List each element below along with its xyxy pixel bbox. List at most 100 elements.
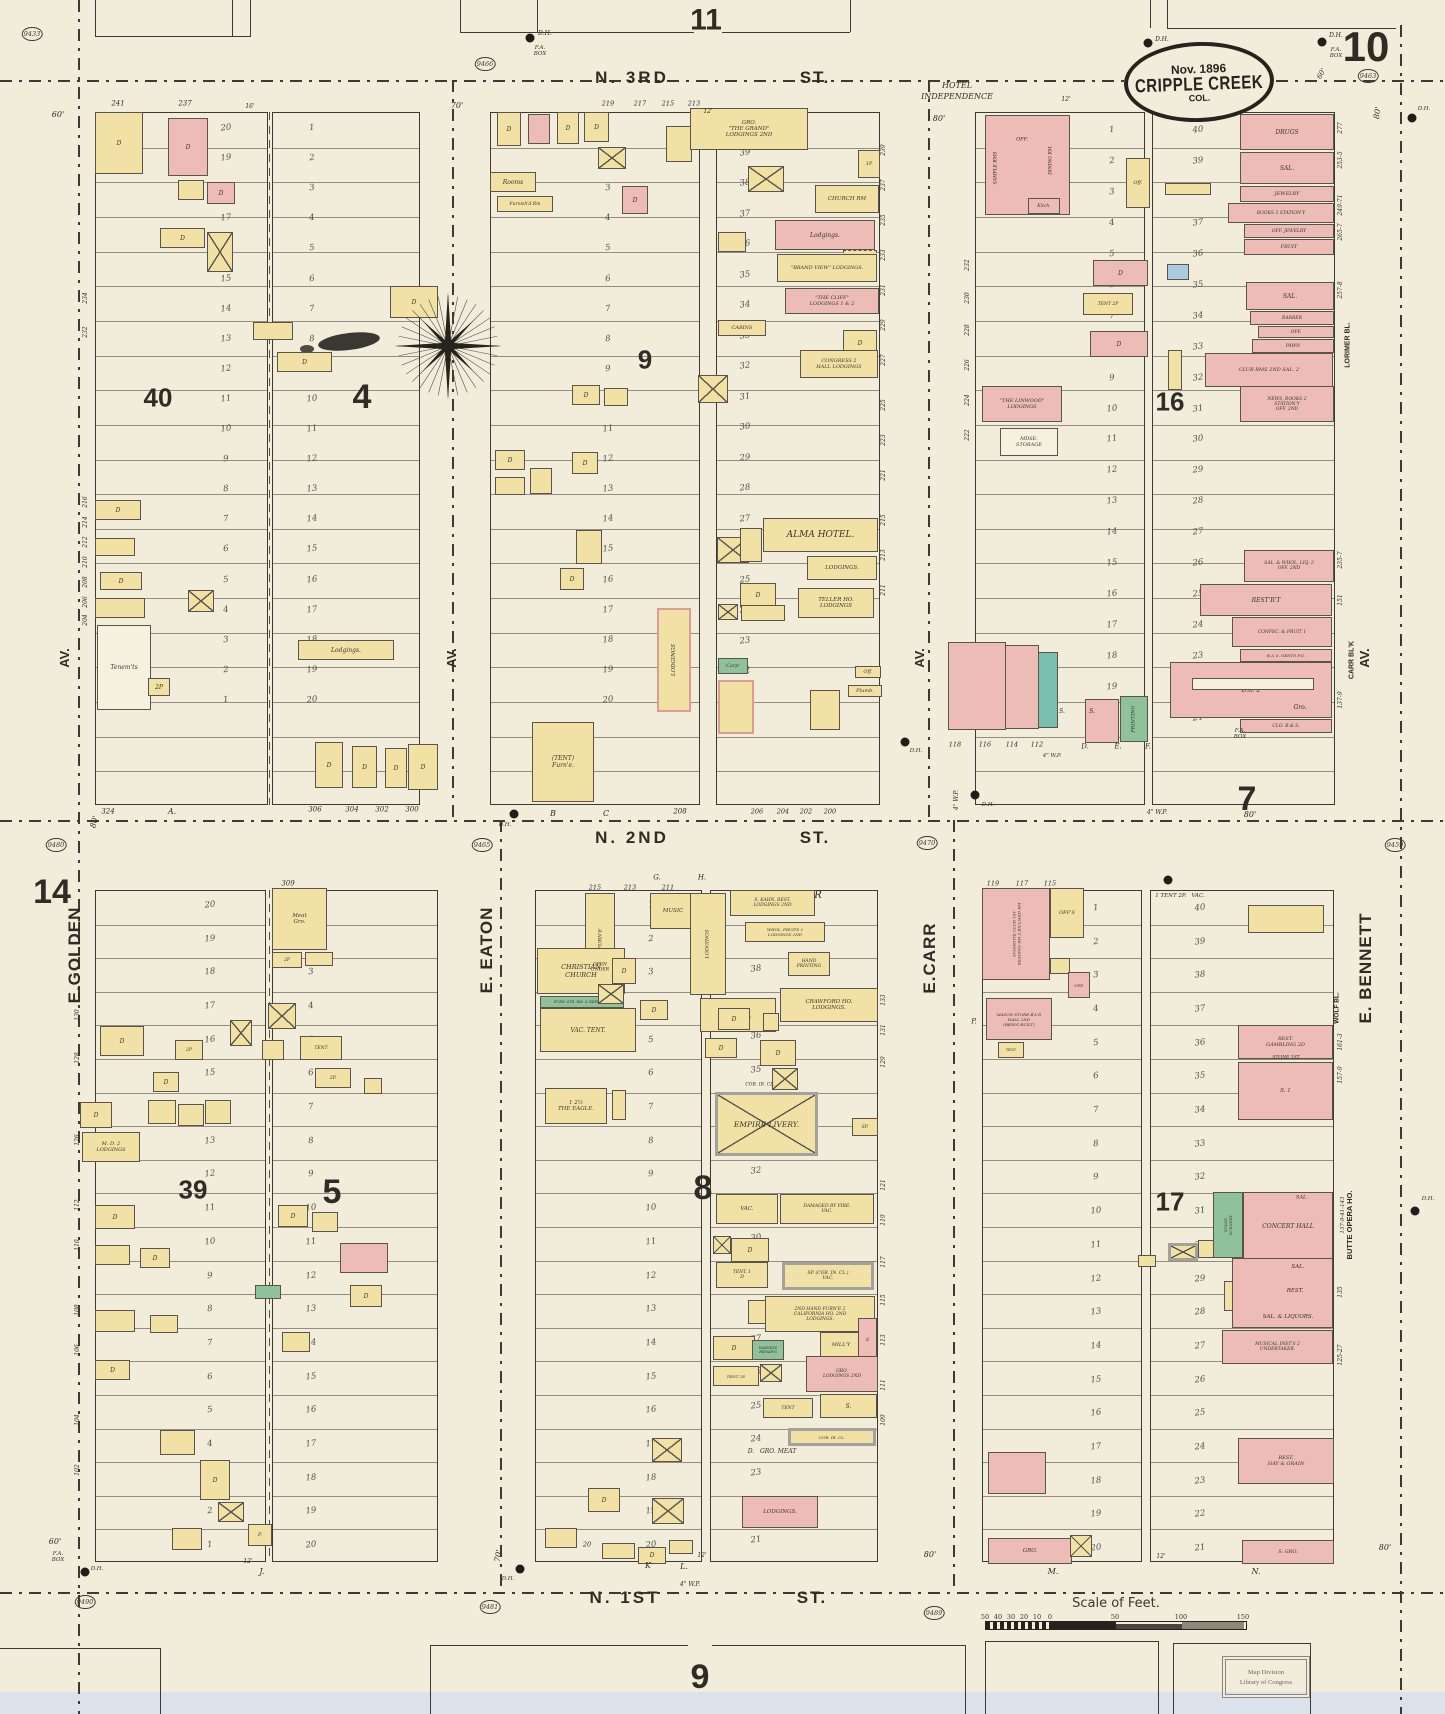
building: SAL.	[1240, 152, 1334, 184]
building	[1168, 1243, 1198, 1261]
lot-number: 11	[602, 423, 614, 435]
lot-number: 1	[308, 122, 316, 134]
building	[718, 604, 738, 620]
partial-block-line	[460, 0, 461, 32]
lot-line	[273, 1159, 437, 1161]
lot-line	[273, 1462, 437, 1464]
map-text: 60'	[51, 109, 65, 119]
lot-number: 35	[1192, 279, 1204, 291]
building	[1138, 1255, 1156, 1267]
map-text: AV.	[1357, 648, 1373, 668]
map-text: 125-27	[1336, 1344, 1344, 1366]
building-label: Meat Gro.	[292, 913, 307, 925]
lot-line	[976, 494, 1144, 496]
map-text: OPEN UNDER	[590, 962, 610, 972]
lot-number: 4	[604, 213, 612, 224]
map-text: 16'	[245, 102, 255, 110]
building-label: D	[112, 1213, 118, 1221]
building-label: TENT. 1 D	[732, 1270, 752, 1280]
lot-line	[536, 1059, 701, 1060]
map-text: 12'	[243, 1557, 253, 1565]
lot-line	[983, 1159, 1141, 1161]
block-lot-column	[272, 890, 438, 1562]
lot-number: 12	[306, 453, 318, 465]
lot-number: 15	[306, 543, 318, 556]
building-label: D	[116, 139, 122, 147]
building-label: JEWELRY	[1274, 191, 1300, 197]
lot-line	[273, 958, 437, 960]
lot-line	[491, 736, 699, 738]
map-text: 80'	[932, 113, 946, 123]
lot-number: 4	[222, 604, 230, 615]
building	[312, 1212, 338, 1232]
building: D	[622, 186, 648, 214]
lot-line	[96, 1193, 265, 1195]
lot-line	[96, 1159, 265, 1161]
building: REST'R'T	[1200, 584, 1332, 616]
lot-number: 20	[220, 122, 232, 134]
lot-line	[491, 702, 699, 704]
lot-line	[976, 667, 1144, 669]
lot-number: 37	[739, 207, 751, 220]
lot-line	[1153, 563, 1334, 565]
map-text: 12'	[1156, 1552, 1166, 1560]
building-label: MUSIC	[662, 908, 684, 914]
building-label: S. GRO.	[1278, 1549, 1298, 1555]
building: Off.	[855, 666, 881, 678]
map-text: 226	[963, 359, 971, 371]
building-label: CLO. B.& S.	[1272, 723, 1300, 729]
lot-line	[491, 494, 699, 496]
building: D	[612, 958, 636, 984]
lot-number: 23	[1192, 650, 1204, 662]
building: D	[140, 1248, 170, 1268]
lot-number: 2	[206, 1506, 214, 1517]
lot-line	[976, 702, 1144, 704]
lot-line	[273, 390, 419, 392]
scale-bar-label: Scale of Feet.	[1072, 1596, 1160, 1611]
lot-line	[1151, 991, 1333, 993]
lot-line	[717, 390, 879, 392]
map-text: P.	[971, 1017, 977, 1026]
lot-line	[96, 563, 267, 565]
map-text: 20	[582, 1540, 592, 1549]
map-text: D.H.	[1421, 1196, 1435, 1203]
building: S. GRO.	[1242, 1540, 1334, 1564]
building-label: OFF.	[1290, 329, 1302, 335]
building: Lodgings.	[298, 640, 394, 660]
survey-circle-number: 9459	[1384, 838, 1406, 852]
street-centerline	[928, 80, 930, 820]
building	[760, 1364, 782, 1382]
lot-line	[96, 1462, 265, 1464]
partial-block-line	[160, 1648, 161, 1714]
map-text: 9	[637, 344, 653, 375]
building	[810, 690, 840, 730]
lot-line	[1153, 459, 1334, 461]
lot-number: 18	[645, 1472, 657, 1484]
lot-number: 28	[1194, 1306, 1206, 1318]
lot-line	[983, 1059, 1141, 1060]
map-text: 239	[879, 144, 887, 156]
lot-line	[96, 991, 265, 993]
lot-number: 10	[204, 1236, 216, 1248]
building	[305, 952, 333, 966]
lot-number: 11	[1106, 433, 1118, 446]
lot-number: 11	[306, 423, 318, 435]
lot-line	[717, 424, 879, 426]
lot-number: 15	[204, 1067, 216, 1080]
lot-number: 19	[1090, 1508, 1102, 1520]
lot-number: 5	[1092, 1037, 1100, 1049]
lot-number: 30	[1192, 433, 1204, 446]
building-label: LODGINGS.	[825, 565, 859, 571]
building-label: D	[857, 339, 863, 347]
lot-number: 7	[604, 303, 612, 314]
street-centerline	[953, 820, 955, 1592]
lot-line	[976, 424, 1144, 426]
lot-number: 17	[1106, 619, 1118, 631]
map-text: 60'	[1315, 66, 1328, 81]
building-label: VAC.	[740, 1206, 754, 1212]
map-text: 228	[963, 324, 971, 336]
lot-line	[1153, 494, 1334, 496]
map-text: D. GRO. MEAT	[747, 1447, 797, 1455]
lot-number: 19	[602, 664, 614, 676]
building: D	[584, 112, 609, 142]
